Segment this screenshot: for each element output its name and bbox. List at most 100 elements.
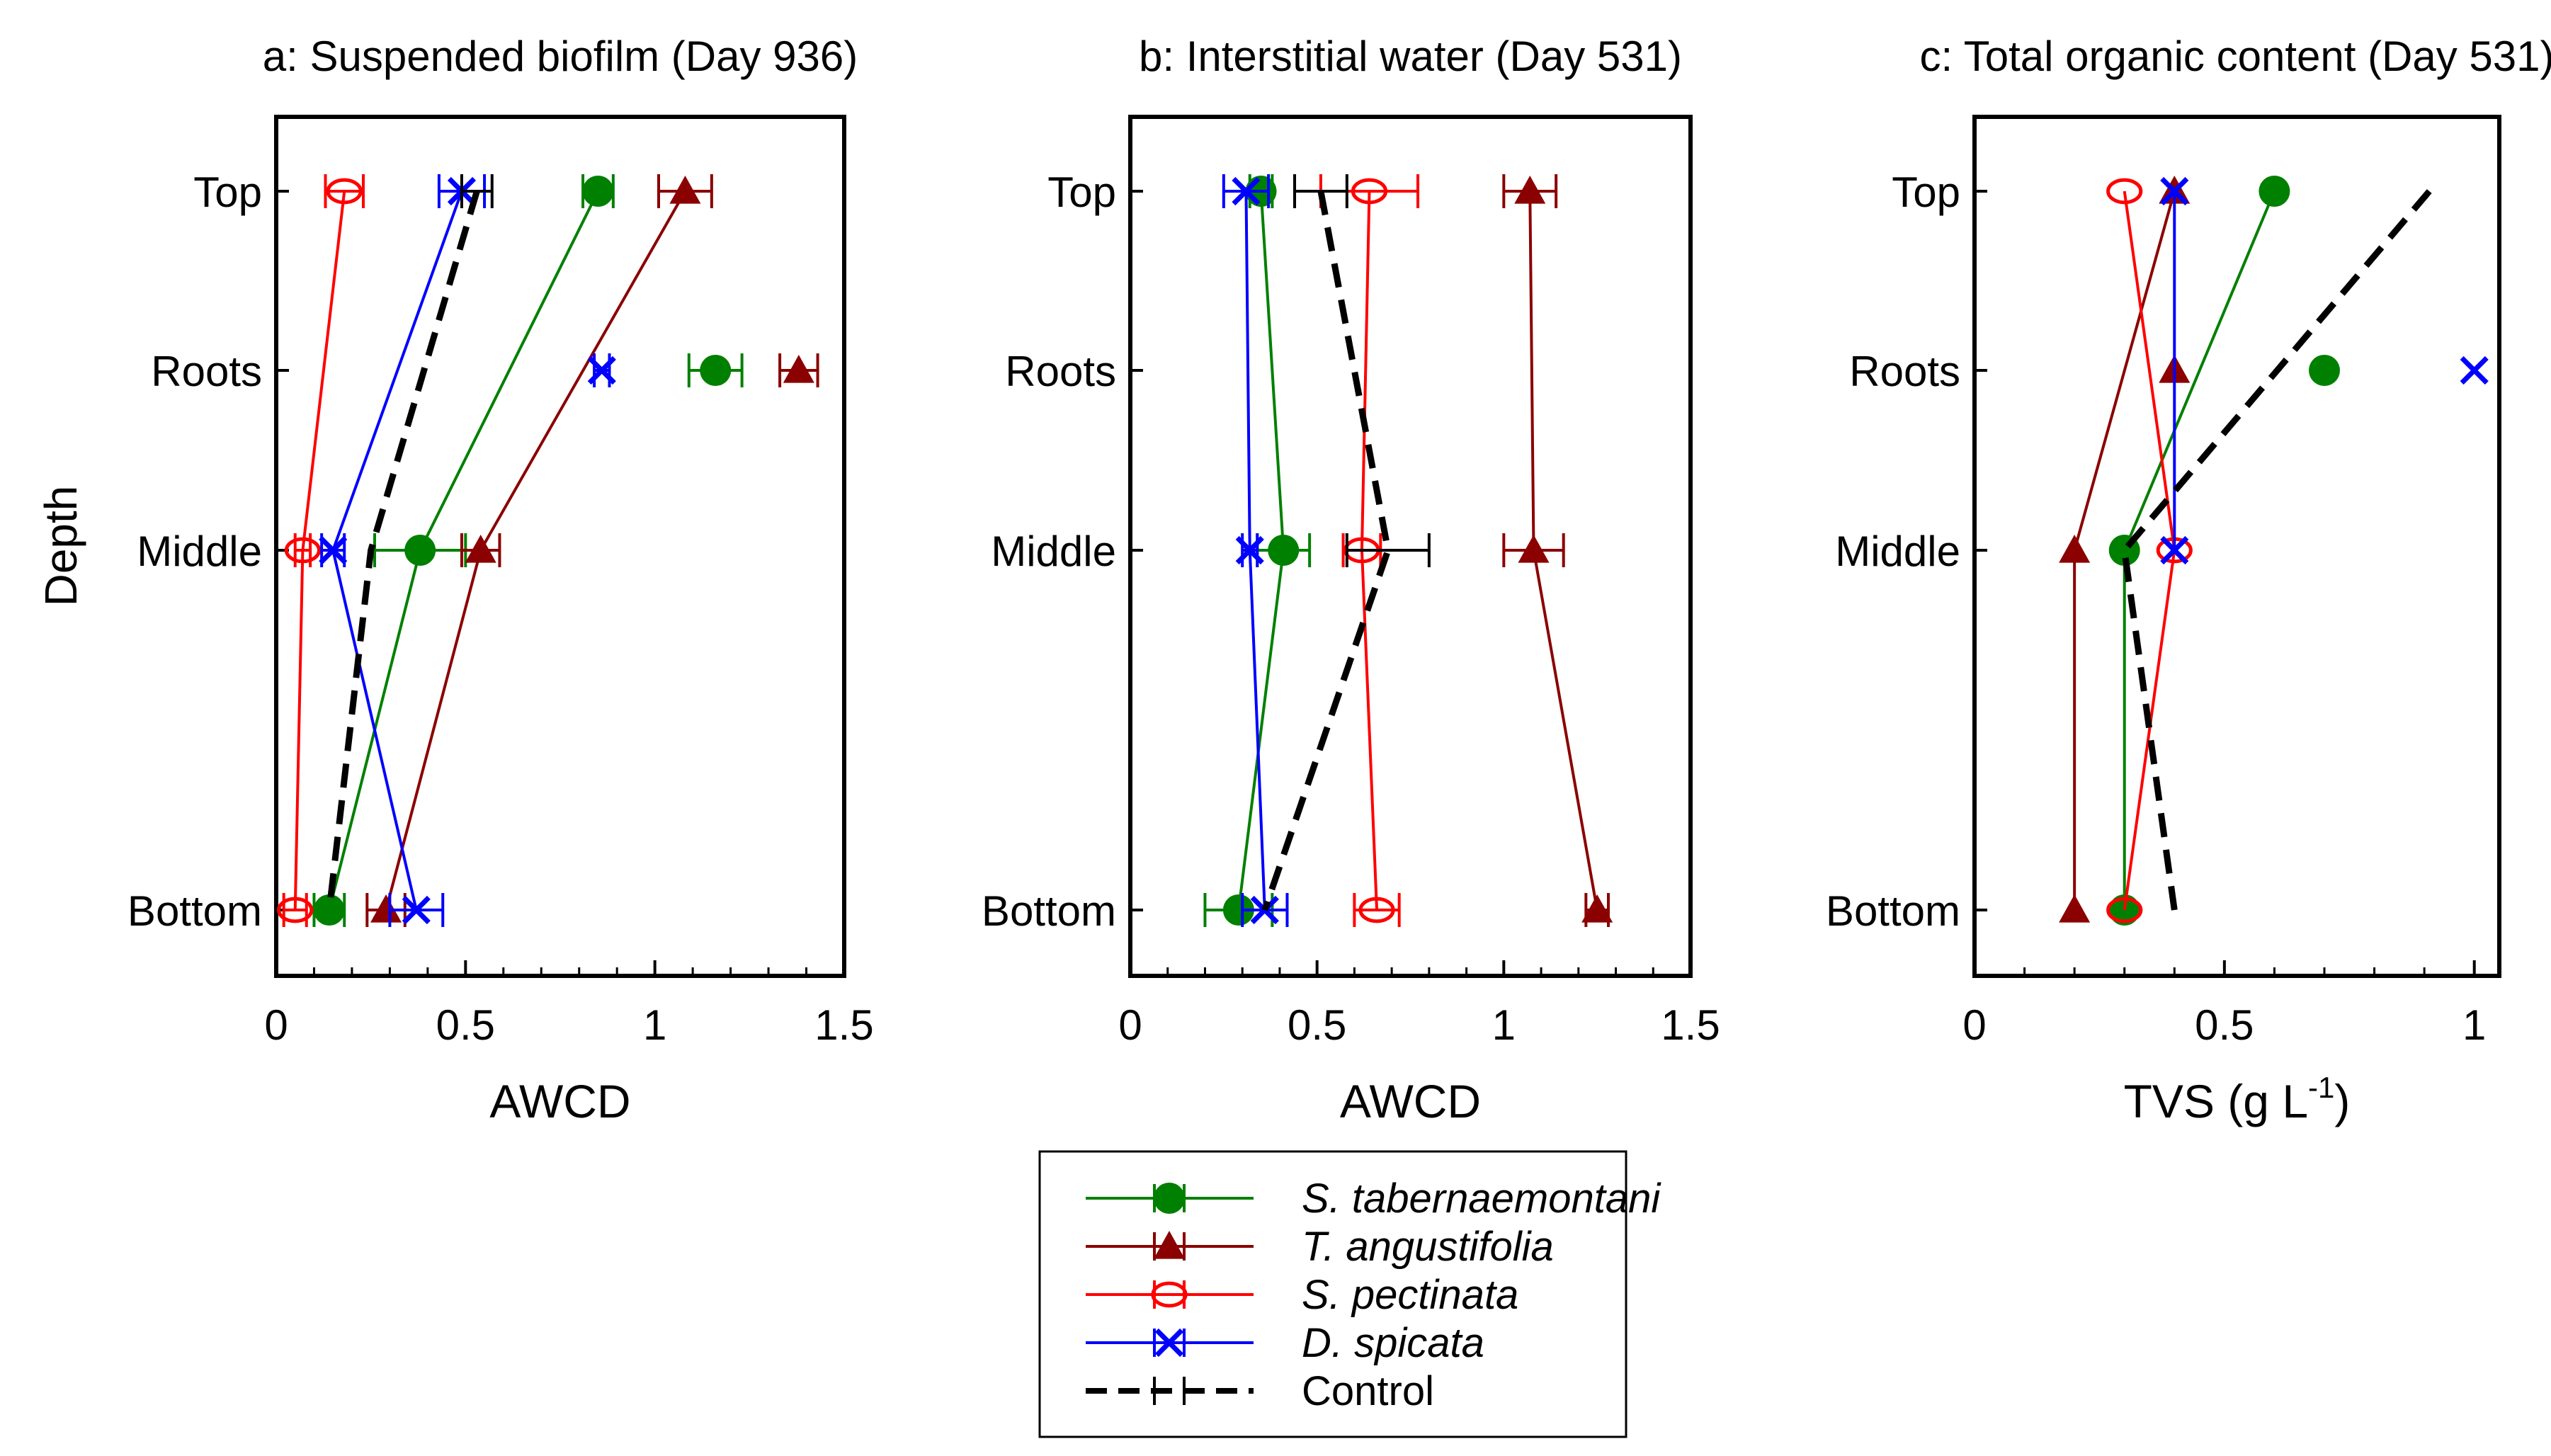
- panel-c-series-t-angustifolia-point-triangle-marker: [2059, 535, 2091, 563]
- panel-a-series-s-tabernaemontani-point-circle-marker: [700, 355, 732, 386]
- panel-c-depth-label-bottom: Bottom: [1826, 887, 1960, 935]
- panel-b-depth-label-top: Top: [1047, 169, 1116, 216]
- panel-a-series-s-pectinata-error-bar: [324, 174, 365, 208]
- panel-b-x-axis-label-main: AWCD: [1340, 1075, 1481, 1127]
- panel-c-series-s-tabernaemontani-point-circle-marker: [2309, 355, 2340, 386]
- panel-a-series-control: [326, 174, 494, 911]
- panel-a-series-t-angustifolia-point-triangle-marker: [783, 355, 814, 383]
- panel-a-depth-label-roots: Roots: [151, 348, 262, 395]
- panel-c-x-axis-label: TVS (g L-1): [2124, 1071, 2351, 1127]
- legend-entry-t-angustifolia-label: T. angustifolia: [1302, 1224, 1554, 1270]
- panel-a-series-d-spicata-point-x-marker: [402, 895, 431, 925]
- legend-entry-control: Control: [1086, 1368, 1434, 1414]
- panel-a: a: Suspended biofilm (Day 936) 0 0.5 1 1.5 To…: [127, 33, 874, 1127]
- panel-a-series-s-pectinata-error-bar: [282, 893, 308, 927]
- panel-c-title: c: Total organic content (Day 531): [1919, 33, 2551, 80]
- panel-b-series-control-line: [1261, 190, 1392, 911]
- legend-entry-s-tabernaemontani: S. tabernaemontani: [1086, 1176, 1661, 1222]
- legend-entry-d-spicata: D. spicata: [1086, 1320, 1484, 1366]
- panel-a-x-axis-label: AWCD: [489, 1075, 630, 1127]
- legend-entry-control-label: Control: [1302, 1368, 1434, 1414]
- panel-b-x-tick-label: 0: [1118, 1001, 1142, 1049]
- legend-entry-d-spicata-x-marker: [1154, 1328, 1184, 1358]
- panel-b-depth-label-bottom: Bottom: [982, 887, 1116, 935]
- panel-a-depth-label-bottom: Bottom: [127, 887, 262, 935]
- panel-b-series-t-angustifolia-point-triangle-marker: [1514, 176, 1546, 204]
- panel-a-plot-frame: [274, 115, 846, 978]
- panel-c-x-tick-label: 0: [1962, 1001, 1986, 1049]
- panel-b-series-d-spicata-point-x-marker: [1232, 176, 1261, 206]
- panel-c-series-d-spicata-point-x-marker: [2460, 356, 2489, 385]
- panel-b-series-s-pectinata-point-open-ellipse-marker: [1351, 178, 1388, 205]
- panel-c-series-s-pectinata-point-open-ellipse-marker: [2106, 897, 2143, 923]
- panel-c-depth-label-middle: Middle: [1835, 528, 1960, 575]
- panel-b-x-tick-label: 1: [1492, 1001, 1516, 1049]
- panel-a-series-d-spicata-point-x-marker: [587, 356, 616, 385]
- panel-b-depth-label-roots: Roots: [1005, 348, 1116, 395]
- panel-b-series-t-angustifolia-point-triangle-marker: [1518, 535, 1550, 563]
- panel-b-x-tick-label: 0.5: [1288, 1001, 1346, 1049]
- legend-entry-t-angustifolia-triangle-marker: [1154, 1231, 1185, 1259]
- panel-a-series-t-angustifolia-point-triangle-marker: [465, 535, 496, 563]
- panel-a-x-axis-label-main: AWCD: [489, 1075, 630, 1127]
- panel-b-x-tick-label: 1.5: [1661, 1001, 1720, 1049]
- panel-b-series-d-spicata: [1222, 174, 1289, 927]
- legend-entry-s-tabernaemontani-circle-marker: [1154, 1183, 1185, 1214]
- panel-a-series-control-error-bar: [460, 174, 494, 208]
- panel-a-title: a: Suspended biofilm (Day 936): [263, 33, 858, 80]
- panel-c-depth-label-roots: Roots: [1849, 348, 1960, 395]
- panel-b-series-s-pectinata-point-open-ellipse-marker: [1358, 897, 1395, 923]
- panel-b-depth-label-middle: Middle: [991, 528, 1116, 575]
- panel-c-series-s-pectinata-point-open-ellipse-marker: [2106, 178, 2143, 205]
- panel-c-depth-label-top: Top: [1892, 169, 1960, 216]
- legend-entry-s-pectinata: S. pectinata: [1086, 1272, 1518, 1318]
- panel-b-series-d-spicata-point-x-marker: [1235, 535, 1264, 565]
- legend-entry-s-tabernaemontani-label: S. tabernaemontani: [1302, 1176, 1661, 1222]
- panel-b-series-t-angustifolia-point-triangle-marker: [1581, 894, 1613, 923]
- panel-b-series-control: [1261, 174, 1431, 911]
- panel-a-x-tick-label: 0: [264, 1001, 288, 1049]
- legend-entry-control-error-bar-sample: [1153, 1377, 1186, 1405]
- panel-c-series-d-spicata: [2160, 176, 2489, 565]
- panel-a-series-s-pectinata: [277, 174, 365, 927]
- panel-c-series-d-spicata-point-x-marker: [2160, 535, 2189, 565]
- panel-a-series-s-tabernaemontani: [312, 174, 744, 927]
- panel-a-x-tick-label: 1: [643, 1001, 666, 1049]
- panel-b-series-s-tabernaemontani-point-circle-marker: [1222, 894, 1254, 926]
- panel-c-series-d-spicata-point-x-marker: [2160, 176, 2189, 206]
- panel-a-series-s-pectinata-point-open-ellipse-marker: [284, 537, 322, 564]
- panel-a-series-s-tabernaemontani-point-circle-marker: [404, 535, 436, 566]
- legend-entry-s-pectinata-open-ellipse-marker: [1151, 1281, 1188, 1308]
- panel-a-series-d-spicata-point-x-marker: [319, 535, 348, 565]
- panel-a-series-s-tabernaemontani-point-circle-marker: [582, 176, 614, 207]
- panel-b-series-control-error-bar: [1345, 533, 1431, 567]
- panel-a-depth-label-middle: Middle: [137, 528, 262, 575]
- panel-c-x-tick-label: 1: [2462, 1001, 2486, 1049]
- legend-entry-t-angustifolia: T. angustifolia: [1086, 1224, 1554, 1270]
- panel-c-series-s-tabernaemontani: [2108, 176, 2340, 926]
- panel-c-plot-frame: [1972, 115, 2501, 978]
- panel-c-series-s-tabernaemontani-line: [2123, 190, 2276, 910]
- panel-c-x-axis-label-end: ): [2334, 1075, 2350, 1127]
- panel-c-series-s-tabernaemontani-point-circle-marker: [2259, 176, 2290, 207]
- legend-entry-t-angustifolia-error-bar-sample: [1153, 1232, 1186, 1261]
- panel-a-series-s-pectinata-point-open-ellipse-marker: [277, 897, 314, 923]
- panel-a-series-t-angustifolia-point-triangle-marker: [370, 894, 402, 923]
- panel-a-series-control-line: [326, 190, 480, 911]
- panel-a-series-s-pectinata-point-open-ellipse-marker: [326, 178, 363, 205]
- panel-c-series-t-angustifolia-point-triangle-marker: [2059, 894, 2091, 923]
- legend-entry-s-pectinata-label: S. pectinata: [1302, 1272, 1518, 1318]
- legend-entry-d-spicata-error-bar-sample: [1153, 1329, 1186, 1357]
- panel-b: b: Interstitial water (Day 531) 0 0.5 1 1.5 T…: [982, 33, 1720, 1127]
- panel-c: c: Total organic content (Day 531) 0 0.5 1 T…: [1826, 33, 2551, 1127]
- y-axis-label: Depth: [35, 486, 86, 607]
- panel-c-x-axis-label-main: TVS (g L: [2124, 1075, 2308, 1127]
- panel-c-x-tick-label: 0.5: [2195, 1001, 2254, 1049]
- panel-b-title: b: Interstitial water (Day 531): [1139, 33, 1682, 80]
- panel-c-series-control: [2120, 189, 2432, 911]
- panel-a-x-tick-label: 1.5: [814, 1001, 873, 1049]
- panel-b-series-control-error-bar: [1293, 174, 1348, 208]
- legend-entry-d-spicata-label: D. spicata: [1302, 1320, 1484, 1366]
